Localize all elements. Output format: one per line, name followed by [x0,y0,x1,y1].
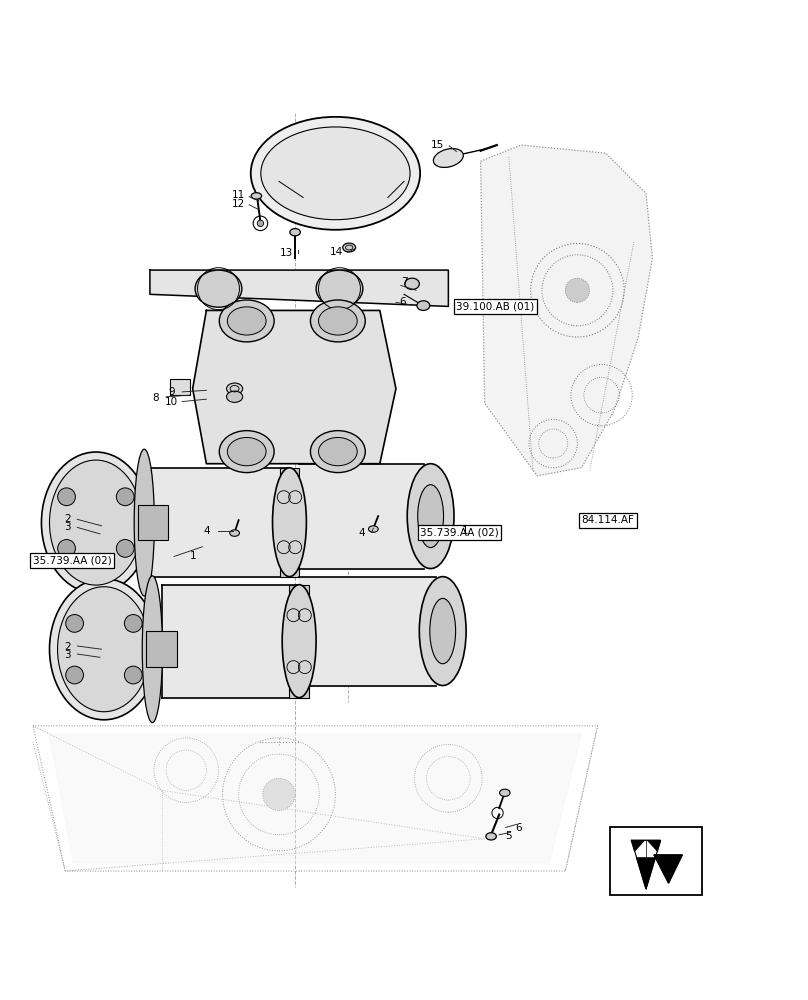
Text: 39.100.AB (01): 39.100.AB (01) [457,301,535,311]
Polygon shape [632,840,660,889]
Text: 84.114.AF: 84.114.AF [582,515,634,525]
Polygon shape [299,464,424,569]
Ellipse shape [433,149,463,167]
Ellipse shape [41,452,150,593]
Bar [280,468,299,577]
Polygon shape [150,468,289,577]
Circle shape [116,488,134,506]
Circle shape [124,615,142,632]
Polygon shape [299,577,436,686]
Text: 6: 6 [516,823,522,833]
Circle shape [65,615,83,632]
Ellipse shape [486,833,496,840]
Ellipse shape [419,577,466,686]
Ellipse shape [310,300,365,342]
Polygon shape [150,270,448,306]
Text: 15: 15 [431,140,444,150]
Bar [138,505,169,540]
Ellipse shape [407,464,454,569]
Ellipse shape [318,307,357,335]
Bar [289,585,309,698]
Text: 35.739.AA (02): 35.739.AA (02) [33,555,112,565]
Polygon shape [49,734,582,863]
Text: 13: 13 [280,248,292,258]
Ellipse shape [310,431,365,473]
Ellipse shape [316,270,363,307]
Text: 35.739.AA (02): 35.739.AA (02) [420,527,499,537]
Text: 10: 10 [165,397,179,407]
Ellipse shape [250,117,420,230]
Ellipse shape [261,127,410,220]
Bar [610,827,702,895]
Ellipse shape [282,585,316,698]
Polygon shape [481,145,652,476]
Ellipse shape [272,468,306,577]
Ellipse shape [343,243,356,252]
Ellipse shape [57,587,150,712]
Text: 14: 14 [330,247,343,257]
Ellipse shape [368,526,378,532]
Circle shape [257,220,263,227]
Bar [146,631,176,667]
Circle shape [57,488,75,506]
Circle shape [57,540,75,557]
Polygon shape [654,855,682,883]
Text: 3: 3 [65,522,71,532]
Text: 11: 11 [232,190,246,200]
Ellipse shape [430,598,456,664]
Ellipse shape [49,579,158,720]
Text: 2: 2 [65,642,71,652]
Circle shape [566,278,590,302]
Ellipse shape [318,437,357,466]
Polygon shape [162,585,299,698]
Text: 1: 1 [189,551,196,561]
Text: 4: 4 [359,528,365,538]
Ellipse shape [195,270,242,307]
Circle shape [124,666,142,684]
Ellipse shape [134,449,154,596]
Text: 8: 8 [152,393,159,403]
Text: 1: 1 [462,526,469,536]
Ellipse shape [226,391,242,402]
Text: 9: 9 [168,387,175,397]
Circle shape [65,666,83,684]
Ellipse shape [227,437,266,466]
Polygon shape [192,310,396,464]
Bar [170,379,190,395]
Circle shape [263,778,295,811]
Ellipse shape [219,300,274,342]
Text: 7: 7 [401,277,407,287]
Ellipse shape [251,193,262,199]
Text: 2: 2 [65,514,71,524]
Ellipse shape [227,307,266,335]
Text: 4: 4 [203,526,210,536]
Ellipse shape [49,460,142,585]
Ellipse shape [219,431,274,473]
Ellipse shape [226,383,242,394]
Ellipse shape [417,301,430,310]
Text: 5: 5 [506,831,512,841]
Ellipse shape [499,789,510,796]
Text: 3: 3 [65,650,71,660]
Polygon shape [632,840,660,857]
Ellipse shape [229,530,239,536]
Ellipse shape [405,278,419,289]
Ellipse shape [142,576,162,723]
Text: 6: 6 [399,297,406,307]
Text: 12: 12 [232,199,246,209]
Ellipse shape [418,485,444,548]
Circle shape [116,540,134,557]
Ellipse shape [290,229,301,236]
